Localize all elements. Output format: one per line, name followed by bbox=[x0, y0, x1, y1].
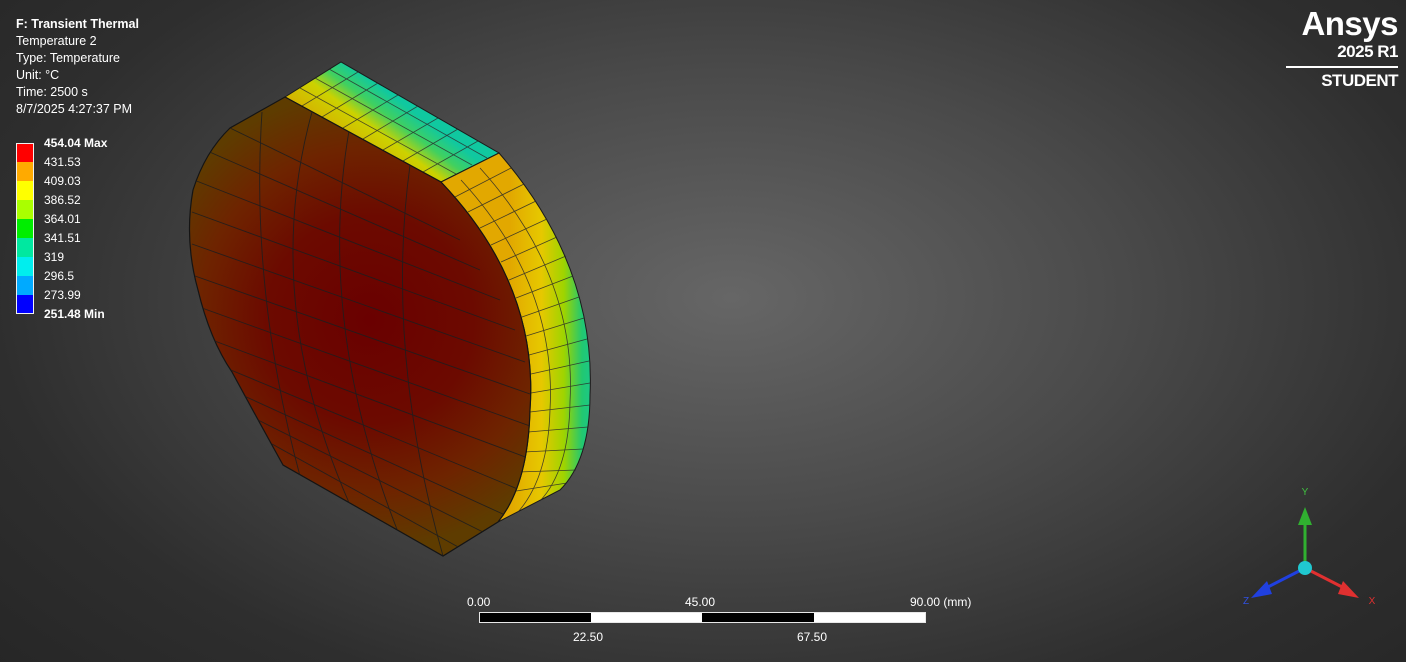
legend-band: 409.03 bbox=[16, 174, 176, 200]
legend-band: 296.5 bbox=[16, 269, 176, 295]
y-axis-label: Y bbox=[1302, 487, 1309, 498]
coordinate-triad[interactable]: Y X Z bbox=[1230, 480, 1380, 610]
legend-swatch bbox=[16, 143, 34, 162]
legend-band: 386.52 bbox=[16, 193, 176, 219]
legend-label: 364.01 bbox=[44, 212, 81, 226]
legend-swatch bbox=[16, 181, 34, 200]
result-type: Type: Temperature bbox=[16, 51, 120, 65]
legend-swatch bbox=[16, 162, 34, 181]
legend-swatch bbox=[16, 238, 34, 257]
legend-min-label: 251.48 Min bbox=[44, 307, 105, 321]
scale-label-67-5: 67.50 bbox=[797, 630, 828, 644]
z-axis-line bbox=[1261, 566, 1306, 592]
brand-name: Ansys bbox=[1301, 5, 1398, 42]
legend-band: 251.48 Min bbox=[16, 307, 176, 333]
result-time: Time: 2500 s bbox=[16, 85, 88, 99]
rim-face-mesh bbox=[454, 167, 591, 513]
legend-max-label: 454.04 Max bbox=[44, 136, 108, 150]
front-face-mesh bbox=[191, 111, 531, 556]
legend-band: 431.53 bbox=[16, 155, 176, 181]
scale-label-22-5: 22.50 bbox=[573, 630, 604, 644]
legend-swatch bbox=[16, 257, 34, 276]
brand-version: 2025 R1 bbox=[1337, 42, 1398, 61]
scale-ruler: 0.00 45.00 90.00 (mm) 22.50 67.50 bbox=[460, 592, 980, 644]
scale-segment-dark bbox=[702, 613, 814, 622]
legend-label: 273.99 bbox=[44, 288, 81, 302]
scale-label-0: 0.00 bbox=[467, 595, 491, 609]
legend-label: 386.52 bbox=[44, 193, 81, 207]
legend-label: 409.03 bbox=[44, 174, 81, 188]
triad-origin-icon bbox=[1298, 561, 1312, 575]
legend-swatch bbox=[16, 276, 34, 295]
legend-swatch bbox=[16, 200, 34, 219]
brand-divider bbox=[1286, 66, 1398, 68]
result-unit: Unit: °C bbox=[16, 68, 60, 82]
result-info: F: Transient Thermal Temperature 2 Type:… bbox=[16, 16, 139, 118]
legend-label: 296.5 bbox=[44, 269, 75, 283]
result-timestamp: 8/7/2025 4:27:37 PM bbox=[16, 102, 133, 116]
legend-swatch bbox=[16, 295, 34, 314]
legend-swatch bbox=[16, 219, 34, 238]
analysis-system-title: F: Transient Thermal bbox=[16, 17, 139, 31]
legend-band: 341.51 bbox=[16, 231, 176, 257]
z-axis-label: Z bbox=[1243, 596, 1249, 607]
scale-label-90: 90.00 (mm) bbox=[910, 595, 972, 609]
ansys-logo: Ansys 2025 R1 STUDENT bbox=[1286, 5, 1399, 91]
legend-frame bbox=[16, 143, 34, 314]
legend-band: 319 bbox=[16, 250, 176, 276]
legend-band: 364.01 bbox=[16, 212, 176, 238]
y-axis-arrow-icon bbox=[1298, 507, 1312, 525]
x-axis-label: X bbox=[1369, 596, 1376, 607]
scale-label-45: 45.00 bbox=[685, 595, 716, 609]
legend-label: 319 bbox=[44, 250, 65, 264]
legend-band: 273.99 bbox=[16, 288, 176, 314]
x-axis-arrow-icon bbox=[1338, 581, 1359, 598]
scale-bar bbox=[479, 612, 926, 623]
x-axis-line bbox=[1304, 566, 1349, 592]
top-face-mesh bbox=[299, 68, 488, 175]
result-name: Temperature 2 bbox=[16, 34, 97, 48]
z-axis-arrow-icon bbox=[1251, 581, 1272, 598]
scale-segment-dark bbox=[480, 613, 591, 622]
legend-label: 431.53 bbox=[44, 155, 81, 169]
legend-label: 341.51 bbox=[44, 231, 81, 245]
brand-edition: STUDENT bbox=[1321, 71, 1398, 90]
legend-band: 454.04 Max bbox=[16, 136, 176, 162]
